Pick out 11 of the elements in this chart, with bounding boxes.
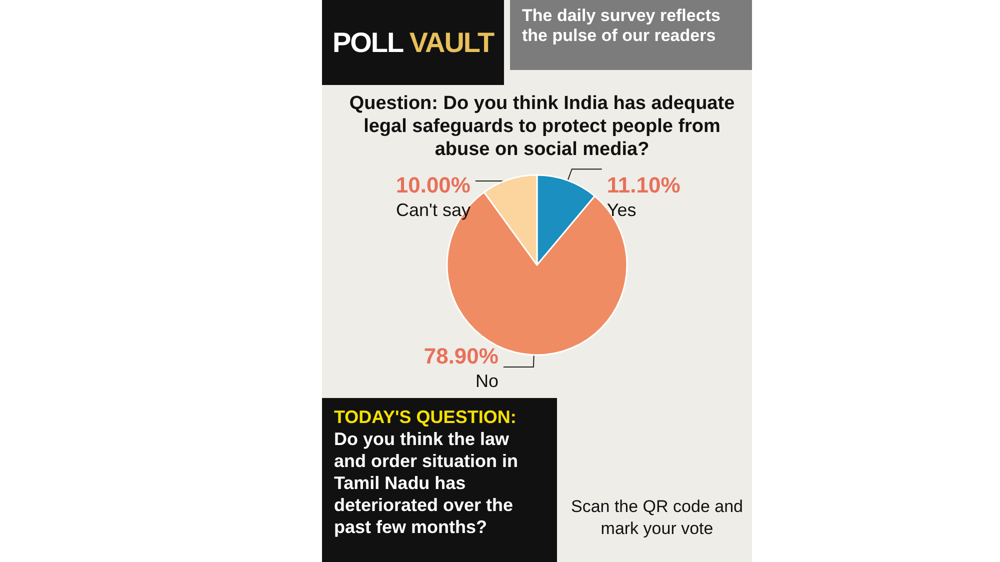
text: Scan the QR code and mark your vote	[570, 496, 744, 540]
chart-subtitle: The daily survey reflects the pulse of our readers	[510, 0, 752, 70]
text: Question: Do you think India has adequate legal safeguards to protect people from abuse on social media?	[348, 92, 736, 161]
data-label: 10.00%	[396, 172, 470, 198]
chart-title: POLL VAULT	[332, 27, 494, 58]
text: TODAY'S QUESTION:	[334, 406, 518, 428]
text: Do you think the law and order situation in Tamil Nadu has deteriorated over the past few months?	[334, 428, 520, 538]
data-label: 78.90%	[424, 343, 498, 368]
slice-label: No	[475, 370, 498, 391]
slice-label: Yes	[606, 200, 636, 220]
data-label: 11.10%	[606, 172, 680, 198]
